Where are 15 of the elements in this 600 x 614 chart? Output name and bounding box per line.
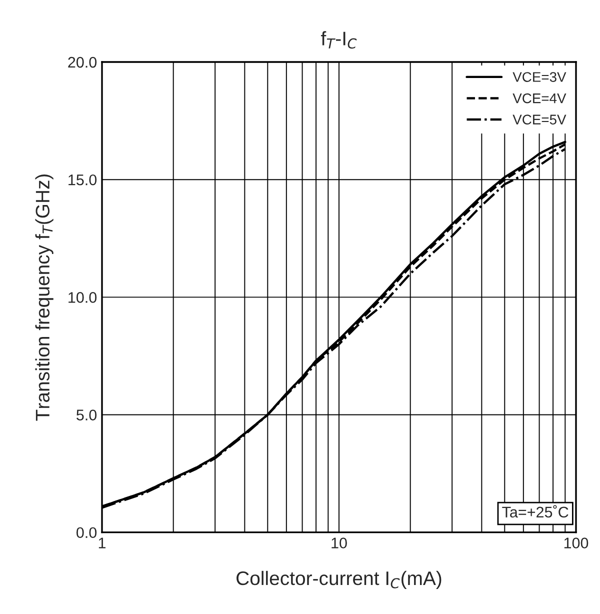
annotation: Ta=+25˚C bbox=[502, 505, 568, 518]
y-tick-label: 10.0 bbox=[68, 292, 97, 303]
legend-label: VCE=4V bbox=[512, 93, 566, 104]
x-tick-label: 10 bbox=[332, 538, 347, 548]
x-axis-title: Collector-current I$_{C}$(mA) bbox=[236, 570, 442, 589]
y-axis-title: Transition frequency f$_{T}$(GHz) bbox=[35, 174, 54, 421]
legend-label: VCE=3V bbox=[512, 72, 566, 82]
y-tick-label: 5.0 bbox=[76, 410, 97, 420]
y-tick-label: 20.0 bbox=[68, 56, 97, 68]
x-tick-label: 1 bbox=[98, 538, 106, 548]
x-tick-label: 100 bbox=[564, 538, 588, 548]
legend-label: VCE=5V bbox=[512, 114, 566, 124]
y-tick-label: 0.0 bbox=[76, 527, 97, 538]
y-tick-label: 15.0 bbox=[68, 174, 97, 186]
chart-title: f$_{T}$-I$_{C}$ bbox=[321, 31, 357, 49]
